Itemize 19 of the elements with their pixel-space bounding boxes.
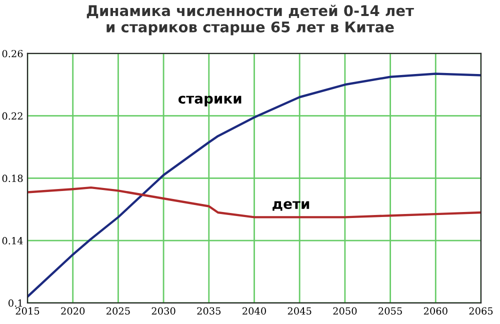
- y-tick-label: 0.1: [8, 299, 22, 307]
- y-tick-label: 0.26: [2, 50, 23, 58]
- x-tick-label: 2025: [106, 307, 130, 315]
- y-tick-label: 0.18: [2, 174, 23, 182]
- x-tick-label: 2060: [424, 307, 448, 315]
- x-tick-label: 2020: [61, 307, 85, 315]
- x-tick-label: 2040: [242, 307, 266, 315]
- x-tick-label: 2065: [469, 307, 493, 315]
- x-tick-label: 2015: [16, 307, 40, 315]
- line-series: [28, 72, 481, 298]
- line-series: [28, 186, 481, 218]
- x-tick-label: 2035: [197, 307, 221, 315]
- x-tick-label: 2030: [152, 307, 176, 315]
- chart-title: Динамика численности детей 0-14 лет и стариков старше 65 лет в Китае: [86, 4, 414, 36]
- x-tick-label: 2055: [378, 307, 402, 315]
- y-tick-label: 0.22: [2, 112, 22, 120]
- x-tick-label: 2050: [333, 307, 357, 315]
- y-tick-label: 0.14: [2, 237, 23, 244]
- x-tick-label: 2045: [288, 307, 312, 315]
